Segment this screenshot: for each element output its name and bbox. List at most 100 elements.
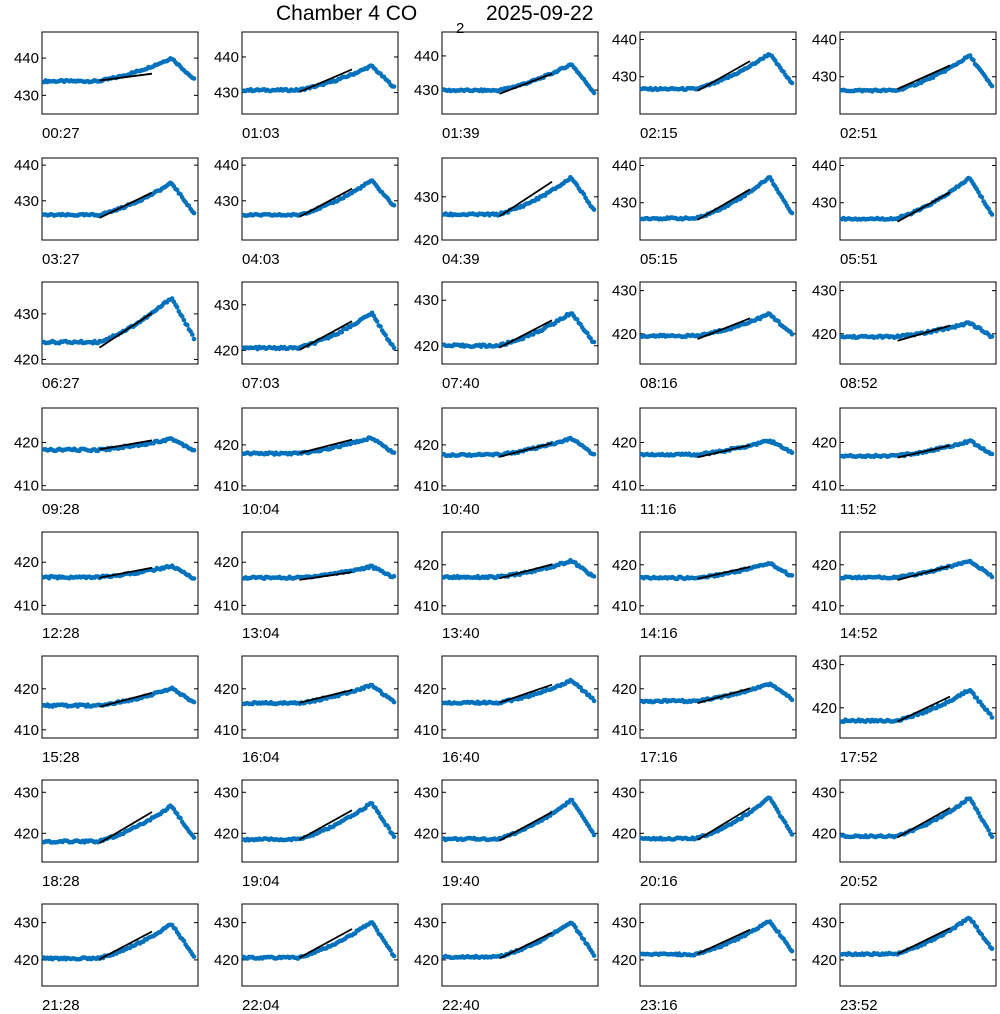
- y-tick-label: 410: [214, 722, 239, 739]
- panel-frame: [241, 281, 399, 365]
- panel-time-label: 22:40: [442, 997, 480, 1014]
- panel-1228: 410 420 12:28: [14, 531, 199, 642]
- panel-time-label: 08:16: [640, 375, 678, 392]
- data-point: [181, 938, 187, 944]
- panel-1304: 410 420 13:04: [214, 531, 399, 642]
- data-point: [591, 339, 597, 345]
- figure-date: 2025-09-22: [486, 2, 593, 25]
- panel-0251: 430 440 02:51: [812, 31, 997, 142]
- panel-time-label: 11:16: [640, 501, 676, 518]
- data-point: [789, 80, 795, 86]
- data-point: [374, 928, 380, 933]
- y-tick-label: 440: [612, 157, 637, 174]
- data-point: [776, 929, 781, 935]
- panel-time-label: 19:40: [442, 873, 480, 890]
- fit-line: [299, 809, 353, 841]
- y-tick-label: 420: [14, 351, 39, 368]
- y-tick-label: 440: [812, 31, 837, 48]
- panel-1640: 410 420 16:40: [414, 655, 599, 766]
- data-point: [974, 924, 980, 930]
- panel-0703: 420 430 07:03: [214, 281, 399, 392]
- fit-line: [499, 811, 553, 842]
- data-point: [191, 576, 197, 581]
- y-tick-label: 420: [214, 437, 239, 454]
- data-point: [989, 715, 995, 720]
- fit-line: [897, 191, 951, 223]
- data-point: [391, 84, 397, 89]
- y-tick-label: 430: [214, 297, 239, 314]
- y-tick-label: 430: [14, 306, 39, 323]
- panel-frame: [241, 779, 399, 863]
- y-tick-label: 430: [14, 915, 39, 932]
- data-point: [590, 829, 595, 834]
- data-point: [769, 178, 775, 183]
- data-point: [789, 832, 795, 837]
- data-point: [391, 345, 397, 351]
- panel-time-label: 01:39: [442, 125, 480, 142]
- y-tick-label: 410: [812, 598, 837, 615]
- panel-frame: [639, 281, 797, 365]
- fit-line: [299, 928, 353, 959]
- data-point: [191, 447, 197, 453]
- data-point: [979, 195, 985, 200]
- fit-line: [499, 319, 553, 349]
- panel-frame: [241, 157, 399, 241]
- panel-time-label: 20:16: [640, 873, 678, 890]
- panel-time-label: 05:51: [840, 251, 878, 268]
- y-tick-label: 410: [612, 478, 637, 495]
- panel-frame: [441, 31, 599, 115]
- fit-line: [99, 439, 153, 451]
- panel-frame: [41, 531, 199, 615]
- panel-time-label: 15:28: [42, 749, 80, 766]
- panel-frame: [639, 531, 797, 615]
- y-tick-label: 410: [414, 598, 439, 615]
- panel-1904: 420 430 19:04: [214, 779, 399, 890]
- fit-line: [499, 931, 553, 960]
- panel-frame: [41, 31, 199, 115]
- y-tick-label: 420: [612, 557, 637, 574]
- data-point: [578, 932, 583, 937]
- panel-time-label: 10:40: [442, 501, 480, 518]
- data-point: [585, 330, 590, 336]
- data-point: [391, 699, 397, 705]
- data-point: [191, 835, 197, 840]
- panel-1828: 420 430 18:28: [14, 779, 199, 890]
- panel-time-label: 07:03: [242, 375, 280, 392]
- data-point: [181, 317, 187, 323]
- data-point: [383, 332, 388, 338]
- y-tick-label: 440: [14, 50, 39, 67]
- y-tick-label: 420: [214, 952, 239, 969]
- fit-line: [499, 563, 553, 580]
- data-point: [591, 207, 597, 212]
- panel-2240: 420 430 22:40: [414, 903, 599, 1014]
- y-tick-label: 420: [214, 342, 239, 359]
- panel-time-label: 23:16: [640, 997, 678, 1014]
- panel-time-label: 01:03: [242, 125, 280, 142]
- panel-1752: 420 430 17:52: [812, 655, 997, 766]
- panel-0027: 430 440 00:27: [14, 31, 199, 142]
- panel-1416: 410 420 14:16: [612, 531, 797, 642]
- fit-line: [697, 928, 751, 955]
- fit-line: [897, 807, 951, 839]
- y-tick-label: 440: [612, 31, 637, 48]
- y-tick-label: 430: [414, 82, 439, 99]
- data-point: [386, 826, 392, 831]
- data-point: [988, 711, 993, 717]
- panel-1716: 410 420 17:16: [612, 655, 797, 766]
- y-tick-label: 420: [14, 681, 39, 698]
- panel-0103: 430 440 01:03: [214, 31, 399, 142]
- panel-0740: 420 430 07:40: [414, 281, 599, 392]
- data-point: [569, 797, 575, 803]
- panel-frame: [639, 779, 797, 863]
- data-point: [989, 834, 995, 839]
- fit-line: [99, 191, 153, 219]
- panel-frame: [639, 655, 797, 739]
- data-point: [591, 698, 597, 704]
- y-tick-label: 430: [612, 283, 637, 300]
- panel-1152: 410 420 11:52: [812, 407, 997, 518]
- panel-frame: [441, 531, 599, 615]
- y-tick-label: 440: [812, 157, 837, 174]
- y-tick-label: 420: [414, 557, 439, 574]
- y-tick-label: 430: [414, 189, 439, 206]
